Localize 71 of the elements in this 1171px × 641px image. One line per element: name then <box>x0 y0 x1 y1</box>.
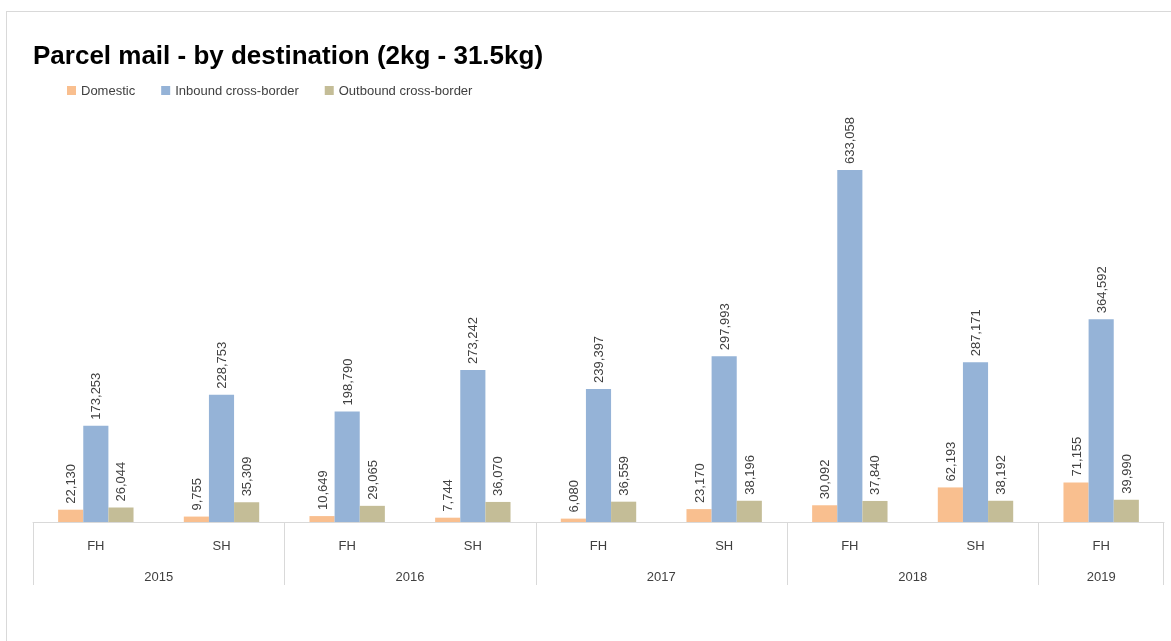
data-label: 39,990 <box>1118 454 1134 494</box>
bar <box>812 505 838 522</box>
bar <box>962 362 989 522</box>
x-tick-label: FH <box>589 538 608 553</box>
data-label: 23,170 <box>691 463 707 504</box>
x-tick-label: SH <box>715 538 734 553</box>
bar <box>1113 499 1139 522</box>
legend-label: Domestic <box>81 83 136 98</box>
bar <box>108 507 134 522</box>
x-tick-label: SH <box>212 538 231 553</box>
data-label: 29,065 <box>364 460 380 500</box>
data-label: 273,242 <box>465 317 481 365</box>
data-label: 71,155 <box>1068 436 1084 477</box>
data-label: 37,840 <box>867 455 883 495</box>
data-label: 26,044 <box>113 461 129 502</box>
data-label: 38,192 <box>993 455 1009 495</box>
bar <box>1063 482 1089 522</box>
bar <box>208 394 235 522</box>
bar <box>862 500 888 522</box>
x-tick-label: FH <box>338 538 356 553</box>
data-label: 10,649 <box>314 470 330 511</box>
data-label: 9,755 <box>188 478 204 511</box>
data-label: 228,753 <box>214 341 229 389</box>
bar <box>988 500 1014 522</box>
data-label: 36,559 <box>616 455 632 496</box>
legend-label: Inbound cross-border <box>175 83 300 98</box>
data-label: 173,253 <box>88 372 104 420</box>
data-label: 297,993 <box>716 303 732 351</box>
data-label: 30,092 <box>817 459 833 500</box>
text: 2016 <box>395 568 425 584</box>
data-label: 38,196 <box>741 455 757 495</box>
bar <box>937 487 963 522</box>
bar <box>736 500 762 522</box>
data-label: 198,790 <box>339 358 355 406</box>
legend-label: Outbound cross-border <box>338 83 474 98</box>
text: 2017 <box>646 568 676 584</box>
data-label: 239,397 <box>591 335 606 383</box>
bar <box>309 516 335 522</box>
bar <box>585 388 612 522</box>
text: 2019 <box>1086 568 1116 584</box>
bar <box>83 425 109 522</box>
x-tick-label: FH <box>1092 538 1110 553</box>
bar <box>234 502 260 522</box>
bar <box>435 517 461 522</box>
data-label: 36,070 <box>490 456 506 496</box>
data-label: 6,080 <box>565 480 581 513</box>
bar <box>334 411 360 522</box>
data-label: 287,171 <box>968 309 983 357</box>
data-label: 633,058 <box>842 117 858 164</box>
data-label: 35,309 <box>239 456 255 497</box>
bar <box>183 516 209 522</box>
bar <box>1088 319 1114 522</box>
chart-title: Parcel mail - by destination (2kg - 31.5kg) <box>33 40 544 70</box>
bar <box>611 501 637 522</box>
x-tick-label: SH <box>463 538 482 553</box>
x-tick-label: SH <box>966 538 985 553</box>
bar <box>58 509 84 522</box>
bar <box>686 509 712 522</box>
data-label: 364,592 <box>1093 266 1109 314</box>
bar <box>485 501 511 522</box>
x-tick-label: FH <box>841 538 859 553</box>
bar <box>359 505 385 522</box>
data-label: 62,193 <box>942 441 958 482</box>
data-label: 7,744 <box>440 479 456 512</box>
text: 2018 <box>898 568 928 584</box>
bar <box>460 370 486 522</box>
bar <box>837 170 863 522</box>
text: 2015 <box>144 568 174 584</box>
x-tick-label: FH <box>87 538 105 553</box>
data-label: 22,130 <box>63 463 79 504</box>
bar <box>711 356 737 522</box>
